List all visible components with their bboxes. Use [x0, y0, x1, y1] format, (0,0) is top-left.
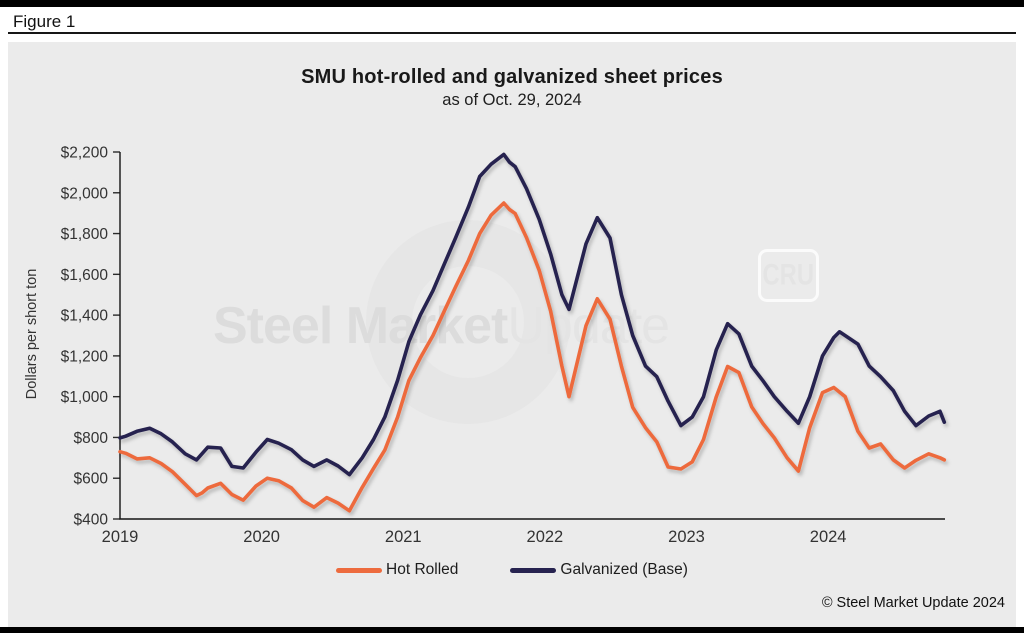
y-tick-label: $400 [74, 512, 109, 529]
x-tick-label: 2023 [668, 528, 705, 546]
series-line-hot-rolled [118, 201, 947, 513]
bottom-border-bar [0, 627, 1024, 633]
series-line-galvanized-base- [118, 152, 947, 477]
y-tick-label: $800 [74, 430, 109, 447]
x-tick-label: 2022 [527, 528, 564, 546]
y-axis-title: Dollars per short ton [24, 268, 40, 400]
y-tick-label: $2,200 [61, 145, 109, 162]
watermark-update: Update [507, 297, 670, 355]
watermark-steel-market: Steel Market [213, 297, 508, 355]
price-line-chart: $400 $600 $800 $1,000 $1,200 $1,400 $1,600 $1,8… [61, 145, 947, 546]
chart-legend: Hot Rolled Galvanized (Base) [8, 561, 1016, 579]
legend-label-galvanized: Galvanized (Base) [560, 561, 688, 578]
legend-label-hot-rolled: Hot Rolled [386, 561, 459, 578]
smu-watermark-text: Steel MarketUpdate [213, 296, 670, 356]
y-tick-label: $1,000 [61, 389, 109, 406]
y-tick-label: $1,400 [61, 308, 109, 325]
x-tick-label: 2020 [243, 528, 280, 546]
y-tick-label: $2,000 [61, 185, 109, 202]
x-tick-label: 2021 [385, 528, 422, 546]
legend-item-galvanized: Galvanized (Base) [510, 561, 688, 579]
legend-swatch-hot-rolled [336, 567, 383, 573]
cru-badge-label: CRU [762, 258, 815, 292]
x-tick-label: 2024 [810, 528, 847, 546]
legend-swatch-galvanized [510, 567, 557, 573]
top-border-bar [0, 0, 1024, 7]
chart-subtitle: as of Oct. 29, 2024 [442, 91, 582, 109]
figure-header: Figure 1 [0, 7, 1024, 32]
axes [119, 152, 945, 520]
legend-item-hot-rolled: Hot Rolled [336, 561, 458, 579]
y-tick-label: $1,200 [61, 348, 109, 365]
cru-watermark-badge: CRU [758, 249, 819, 302]
header-rule [8, 32, 1016, 34]
copyright-notice: © Steel Market Update 2024 [821, 595, 1005, 611]
x-tick-label: 2019 [102, 528, 139, 546]
figure-label: Figure 1 [13, 12, 76, 31]
chart-title: SMU hot-rolled and galvanized sheet pric… [301, 66, 723, 88]
chart-panel: Steel MarketUpdate CRU $400 $600 $800 $1,00… [8, 42, 1016, 627]
y-tick-label: $1,800 [61, 226, 109, 243]
y-tick-label: $600 [74, 471, 109, 488]
y-tick-label: $1,600 [61, 267, 109, 284]
header-gap [0, 34, 1024, 42]
